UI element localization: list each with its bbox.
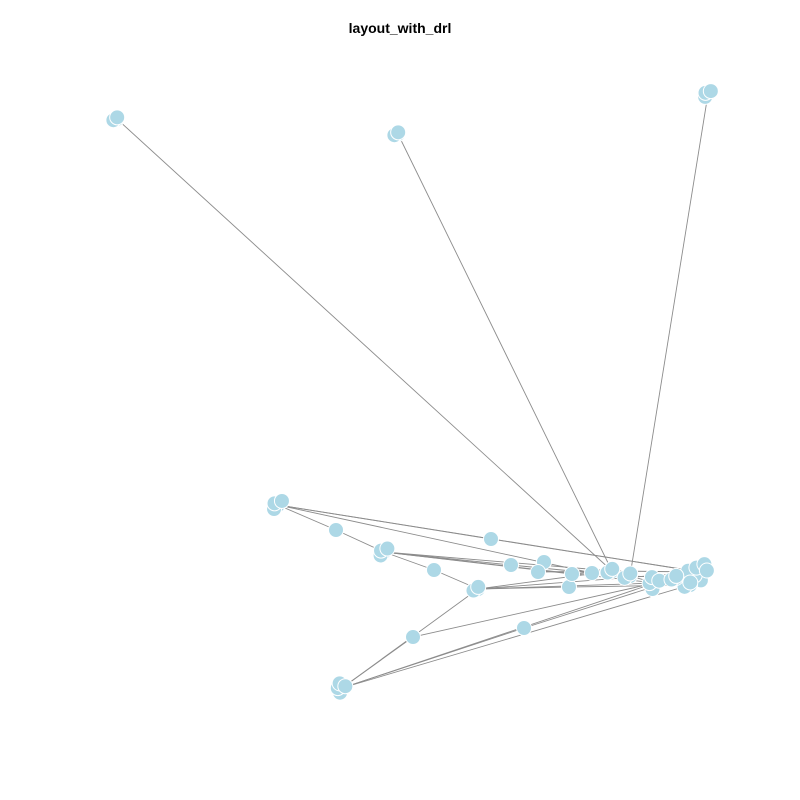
- graph-edge: [277, 504, 337, 531]
- graph-edge: [383, 551, 435, 571]
- graph-vertex: [483, 531, 499, 547]
- graph-vertex: [328, 522, 344, 538]
- graph-vertex: [337, 678, 354, 695]
- graph-edge: [116, 118, 613, 572]
- graph-edge: [490, 538, 701, 573]
- graph-vertex: [503, 557, 519, 573]
- graph-edge: [397, 133, 613, 572]
- graph-vertex: [682, 574, 699, 591]
- edge-layer: [116, 93, 709, 689]
- graph-vertex: [530, 564, 546, 580]
- graph-vertex: [516, 620, 532, 636]
- graph-edge: [383, 551, 613, 572]
- graph-edge: [341, 636, 414, 689]
- graph-vertex: [702, 83, 719, 100]
- graph-vertex: [390, 124, 407, 141]
- graph-vertex: [564, 566, 580, 582]
- graph-edge: [629, 93, 709, 577]
- graph-vertex: [668, 567, 685, 584]
- graph-vertex: [405, 629, 421, 645]
- graph-vertex: [622, 565, 639, 582]
- graph-edge: [341, 582, 656, 689]
- graph-vertex: [470, 578, 487, 595]
- graph-vertex: [273, 492, 290, 509]
- plot-title: layout_with_drl: [348, 20, 452, 36]
- node-layer: [105, 83, 719, 701]
- graph-edge: [412, 582, 656, 638]
- graph-edge: [341, 584, 691, 689]
- graph-vertex: [426, 562, 442, 578]
- graph-vertex: [584, 565, 600, 581]
- graph-vertex: [379, 540, 396, 557]
- graph-vertex: [561, 579, 577, 595]
- graph-vertex: [698, 562, 715, 579]
- graph-vertex: [109, 109, 126, 126]
- graph-vertex: [604, 560, 621, 577]
